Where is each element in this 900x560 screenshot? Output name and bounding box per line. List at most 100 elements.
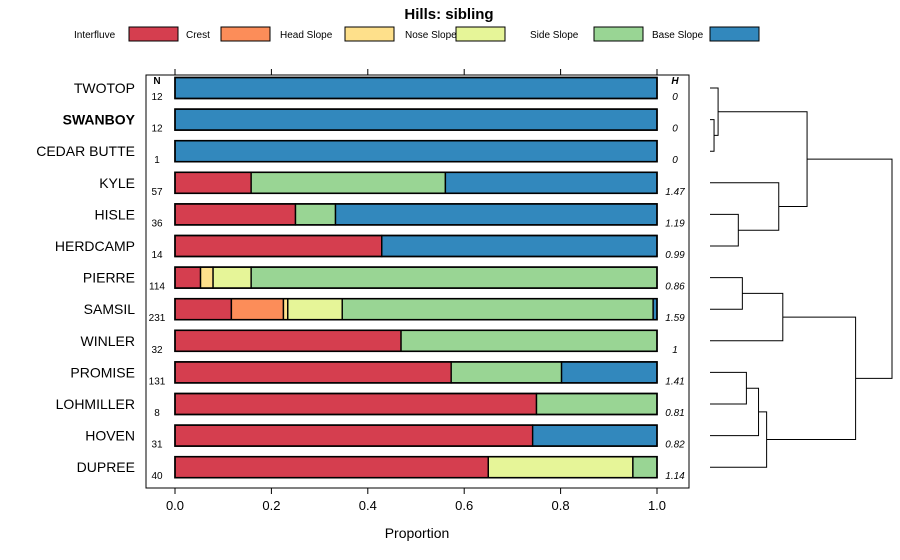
- bar-outline: [174, 455, 658, 479]
- bar-segment-interfluve: [174, 456, 489, 479]
- row-herdcamp: HERDCAMP 14 0.99: [55, 234, 685, 261]
- row-pierre: PIERRE 114 0.86: [83, 266, 685, 293]
- bar-segment-side-slope: [250, 171, 447, 195]
- h-value: 1.47: [665, 187, 685, 198]
- h-value: 0.99: [665, 250, 685, 261]
- bar-outline: [174, 203, 658, 226]
- bar-outline: [174, 108, 658, 131]
- bar-segment-head-slope: [199, 266, 214, 289]
- legend-swatch-crest: [220, 26, 271, 42]
- bar-outline: [174, 297, 658, 321]
- row-label: HISLE: [95, 206, 135, 222]
- bar-segment-crest: [230, 298, 285, 321]
- n-value: 131: [149, 376, 166, 387]
- legend-label-head-slope: Head Slope: [280, 30, 333, 41]
- dendrogram-link: [710, 411, 768, 468]
- row-winler: WINLER 32 1: [81, 329, 678, 356]
- n-value: 8: [154, 408, 160, 419]
- bar-segment-interfluve: [174, 171, 252, 195]
- legend: Interfluve Crest Head Slope Nose Slope Side …: [74, 26, 760, 42]
- bar-segment-side-slope: [341, 298, 654, 321]
- x-tick-label: 0.8: [552, 498, 570, 513]
- n-value: 36: [151, 218, 163, 229]
- bar-segment-base-slope: [531, 424, 658, 447]
- row-dupree: DUPREE 40 1.14: [77, 455, 685, 482]
- row-label: HERDCAMP: [55, 238, 135, 254]
- dendrogram-link: [718, 111, 808, 207]
- dendrogram-link: [710, 119, 715, 152]
- bar-rows: TWOTOP 12 0 SWANBOY 12 0 CEDAR BUTTE 1 0 KYLE 57 1.…: [36, 76, 685, 482]
- bar-outline: [174, 392, 658, 416]
- bar-segment-nose-slope: [287, 298, 343, 321]
- row-kyle: KYLE 57 1.47: [99, 171, 685, 198]
- row-hoven: HOVEN 31 0.82: [85, 424, 685, 451]
- x-tick-label: 0.0: [166, 498, 184, 513]
- bar-segment-base-slope: [444, 171, 658, 195]
- h-value: 0: [672, 92, 678, 103]
- n-value: 32: [151, 345, 163, 356]
- row-label: SWANBOY: [63, 112, 136, 128]
- row-twotop: TWOTOP 12 0: [74, 76, 678, 103]
- h-value: 0: [672, 155, 678, 166]
- dendrogram-link: [710, 292, 784, 342]
- x-tick-label: 1.0: [648, 498, 666, 513]
- bar-outline: [174, 171, 658, 195]
- row-label: WINLER: [81, 333, 135, 349]
- bar-segment-side-slope: [450, 361, 563, 384]
- row-label: PROMISE: [70, 364, 135, 380]
- dendrogram-link: [710, 277, 743, 310]
- bar-outline: [174, 329, 658, 353]
- x-tick-label: 0.4: [359, 498, 377, 513]
- row-label: LOHMILLER: [56, 396, 135, 412]
- legend-swatch-nose-slope: [455, 26, 506, 42]
- h-value: 1.59: [665, 313, 685, 324]
- bar-segment-side-slope: [632, 456, 658, 479]
- row-label: HOVEN: [85, 428, 135, 444]
- h-value: 1: [672, 345, 678, 356]
- row-label: PIERRE: [83, 270, 135, 286]
- bar-segment-interfluve: [174, 234, 383, 258]
- bar-segment-nose-slope: [487, 456, 634, 479]
- n-value: 31: [151, 440, 163, 451]
- row-label: SAMSIL: [84, 301, 136, 317]
- row-hisle: HISLE 36 1.19: [95, 203, 685, 229]
- row-cedar-butte: CEDAR BUTTE 1 0: [36, 139, 678, 166]
- dendrogram-link: [710, 182, 780, 231]
- legend-swatch-side-slope: [593, 26, 644, 42]
- bar-segment-interfluve: [174, 203, 297, 226]
- bar-segment-interfluve: [174, 361, 452, 384]
- plot-frame: [145, 74, 690, 489]
- row-promise: PROMISE 131 1.41: [70, 361, 685, 387]
- h-value: 1.41: [665, 376, 684, 387]
- h-value: 0: [672, 124, 678, 135]
- n-value: 114: [149, 282, 165, 293]
- h-value: 0.86: [665, 282, 685, 293]
- bar-segment-base-slope: [334, 203, 658, 226]
- h-value: 1.14: [665, 471, 685, 482]
- bar-segment-nose-slope: [212, 266, 252, 289]
- bar-segment-interfluve: [174, 424, 534, 447]
- x-tick-label: 0.2: [262, 498, 280, 513]
- bar-segment-interfluve: [174, 392, 538, 416]
- chart-title: Hills: sibling: [404, 6, 493, 23]
- h-value: 0.81: [665, 408, 684, 419]
- x-tick-label: 0.6: [455, 498, 473, 513]
- bar-segment-base-slope: [560, 361, 658, 384]
- n-value: 14: [151, 250, 163, 261]
- n-value: 57: [151, 187, 163, 198]
- n-value: 40: [151, 471, 163, 482]
- legend-label-base-slope: Base Slope: [652, 30, 704, 41]
- n-value: 1: [154, 155, 160, 166]
- legend-swatch-base-slope: [709, 26, 760, 42]
- h-value: 0.82: [665, 440, 685, 451]
- bar-segment-base-slope: [381, 234, 658, 258]
- bar-segment-interfluve: [174, 266, 202, 289]
- bar-segment-base-slope: [174, 139, 658, 163]
- bar-segment-base-slope: [174, 76, 658, 100]
- n-column-header: N: [153, 76, 160, 87]
- bar-outline: [174, 266, 658, 289]
- dendrogram-link: [710, 387, 760, 437]
- bar-segment-interfluve: [174, 298, 233, 321]
- row-swanboy: SWANBOY 12 0: [63, 108, 678, 135]
